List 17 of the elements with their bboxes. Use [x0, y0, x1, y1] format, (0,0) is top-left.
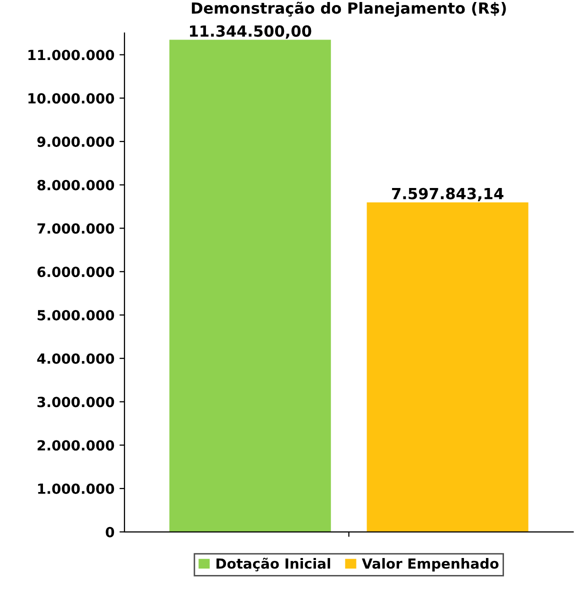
- y-tick-label: 9.000.000: [37, 136, 114, 147]
- y-tick-label: 11.000.000: [28, 50, 114, 60]
- y-tick-label: 0: [106, 526, 114, 538]
- y-tick-label: 4.000.000: [37, 353, 114, 364]
- legend-label: Dotação Inicial: [216, 558, 330, 572]
- data-label: 11.344.500,00: [190, 25, 312, 39]
- y-tick-label: 2.000.000: [38, 440, 114, 451]
- data-label: 7.597.843,14: [392, 188, 504, 202]
- y-tick-label: 10.000.000: [28, 93, 114, 104]
- y-tick-label: 1.000.000: [38, 483, 114, 494]
- chart-title: Demonstração do Planejamento (R$): [192, 2, 506, 17]
- y-tick-label: 8.000.000: [37, 180, 114, 190]
- y-tick-label: 3.000.000: [37, 396, 114, 408]
- y-tick-label: 7.000.000: [37, 223, 114, 234]
- y-tick-label: 5.000.000: [38, 310, 114, 320]
- legend-label: Valor Empenhado: [362, 558, 499, 572]
- y-tick-label: 6.000.000: [37, 266, 114, 278]
